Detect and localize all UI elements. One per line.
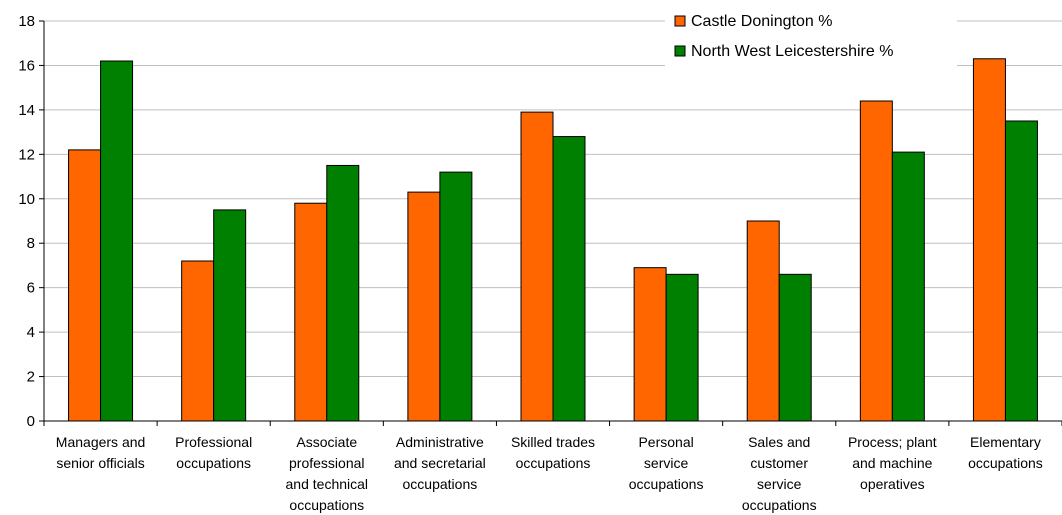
- x-tick-label: Administrative and secretarial occupations: [394, 434, 486, 492]
- x-tick-label: Skilled trades occupations: [511, 434, 595, 471]
- bar: [972, 58, 1006, 422]
- bar: [633, 267, 667, 422]
- legend-swatch: [674, 45, 686, 57]
- y-tick-label: 0: [27, 413, 35, 430]
- bar: [1004, 120, 1038, 422]
- bars: [68, 58, 1038, 422]
- y-tick-label: 2: [27, 369, 35, 386]
- bar: [859, 100, 893, 422]
- y-tick-label: 12: [18, 146, 35, 163]
- y-tick-label: 14: [18, 102, 35, 119]
- bar: [439, 171, 473, 422]
- bar: [181, 260, 215, 422]
- x-tick-label: Associate professional and technical occupa…: [286, 434, 369, 513]
- x-tick-label: Sales and customer service occupations: [742, 434, 817, 513]
- bar: [552, 136, 586, 422]
- x-axis: Managers and senior officials Professional…: [43, 420, 1062, 513]
- y-tick-label: 4: [27, 324, 35, 341]
- y-tick-label: 18: [18, 13, 35, 30]
- y-tick-label: 16: [18, 57, 35, 74]
- legend-box: [665, 6, 957, 70]
- x-tick-label: Personal service occupations: [629, 434, 704, 492]
- bar: [665, 273, 699, 422]
- bar: [68, 149, 102, 422]
- bar: [520, 111, 554, 422]
- bar: [407, 191, 441, 422]
- x-tick-label: Elementary occupations: [968, 434, 1043, 471]
- bar: [213, 209, 247, 422]
- y-tick-label: 8: [27, 235, 35, 252]
- bar: [326, 164, 360, 422]
- bar: [746, 220, 780, 422]
- bar: [100, 60, 134, 422]
- legend: Castle Donington % North West Leicestersh…: [665, 6, 957, 70]
- y-tick-label: 10: [18, 191, 35, 208]
- legend-label: Castle Donington %: [691, 13, 832, 30]
- legend-label: North West Leicestershire %: [691, 43, 893, 60]
- bar: [778, 273, 812, 422]
- bar: [891, 151, 925, 422]
- legend-swatch: [674, 15, 686, 27]
- x-tick-label: Professional occupations: [175, 434, 252, 471]
- bar: [294, 202, 328, 422]
- y-tick-label: 6: [27, 280, 35, 297]
- x-tick-label: Managers and senior officials: [56, 434, 146, 471]
- x-tick-label: Process; plant and machine operatives: [848, 434, 937, 492]
- y-axis: 0 2 4 6 8 10 12 14 16 18: [18, 13, 45, 430]
